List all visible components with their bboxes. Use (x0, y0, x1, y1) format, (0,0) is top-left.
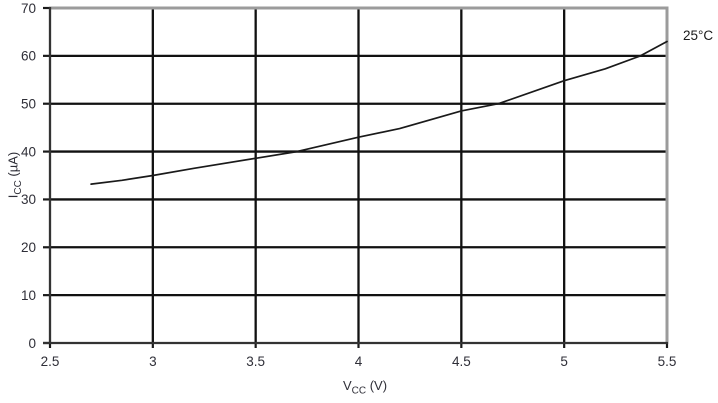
y-axis-label-subscript: CC (13, 180, 25, 195)
x-tick-label: 4.5 (452, 354, 471, 369)
x-tick-label: 3 (149, 354, 157, 369)
x-tick-label: 5.5 (658, 354, 677, 369)
x-axis-label-subscript: CC (351, 385, 367, 397)
x-axis-label: VCC (V) (342, 378, 388, 396)
y-tick-label: 60 (21, 49, 36, 64)
y-tick-label: 50 (21, 97, 36, 112)
x-tick-label: 5 (560, 354, 568, 369)
y-axis-label-symbol: I (5, 194, 21, 199)
y-axis-label: ICC (µA) (5, 151, 25, 199)
y-tick-label: 10 (21, 288, 36, 303)
x-axis-label-unit: (V) (366, 378, 388, 393)
y-tick-label: 20 (21, 240, 36, 255)
y-axis-label-unit: (µA) (5, 151, 21, 181)
y-tick-label: 40 (21, 144, 36, 159)
data-curve (90, 40, 668, 185)
y-tick-label: 30 (21, 192, 36, 207)
x-tick-label: 2.5 (41, 354, 60, 369)
x-tick-label: 3.5 (246, 354, 265, 369)
y-tick-label: 70 (21, 1, 36, 16)
x-tick-label: 4 (355, 354, 363, 369)
x-axis-label-symbol: V (342, 378, 352, 393)
y-tick-label: 0 (28, 336, 36, 351)
series-temperature-annotation: 25°C (683, 28, 714, 43)
